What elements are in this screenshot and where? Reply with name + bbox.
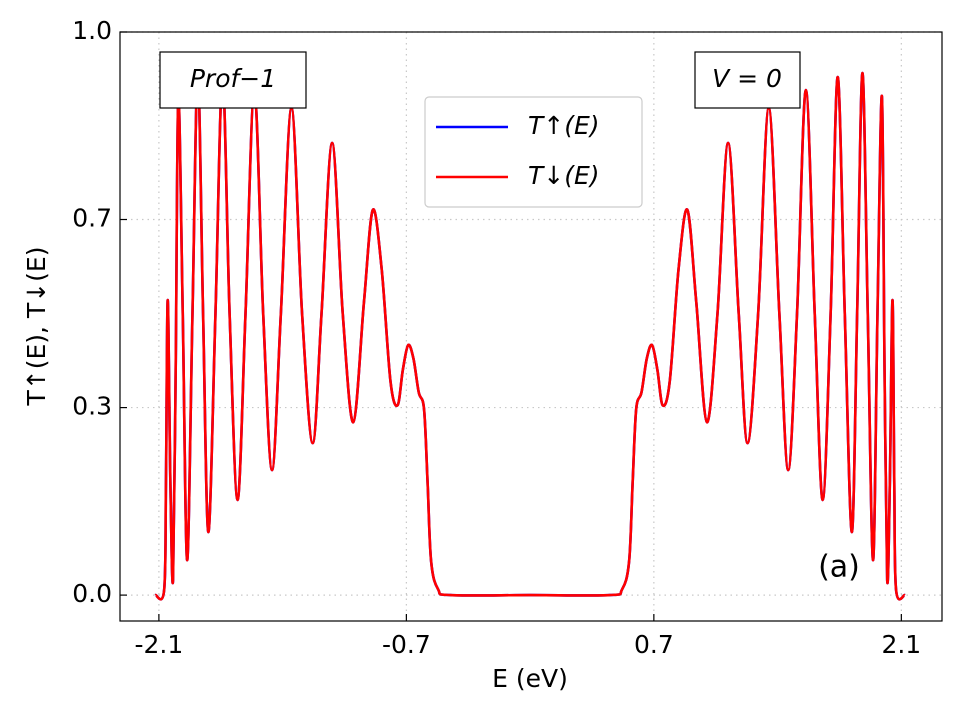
y-tick-label: 0.0 (72, 579, 112, 608)
x-axis-label: E (eV) (492, 664, 568, 693)
x-tick-label: 0.7 (634, 630, 674, 659)
y-tick-label: 0.3 (72, 392, 112, 421)
y-axis-label: T↑(E), T↓(E) (22, 247, 51, 407)
annotation-box (694, 51, 801, 109)
annotation-box (159, 51, 307, 109)
x-tick-label: -0.7 (382, 630, 431, 659)
lines (154, 71, 907, 601)
y-tick-label: 1.0 (72, 16, 112, 45)
legend-label: T↑(E) (528, 111, 600, 140)
legend-label: T↓(E) (528, 161, 600, 190)
annotation: (a) (818, 550, 860, 585)
y-tick-label: 0.7 (72, 204, 112, 233)
legend-box (424, 96, 643, 208)
plot-frame (119, 31, 943, 622)
grid (120, 31, 942, 621)
annotation: V = 0 (712, 64, 782, 93)
legend: T↑(E) T↓(E) (424, 96, 643, 208)
x-tick-label: -2.1 (134, 630, 183, 659)
x-tick-label: 2.1 (881, 630, 921, 659)
annotation: Prof−1 (190, 64, 276, 93)
series-line (154, 71, 907, 601)
